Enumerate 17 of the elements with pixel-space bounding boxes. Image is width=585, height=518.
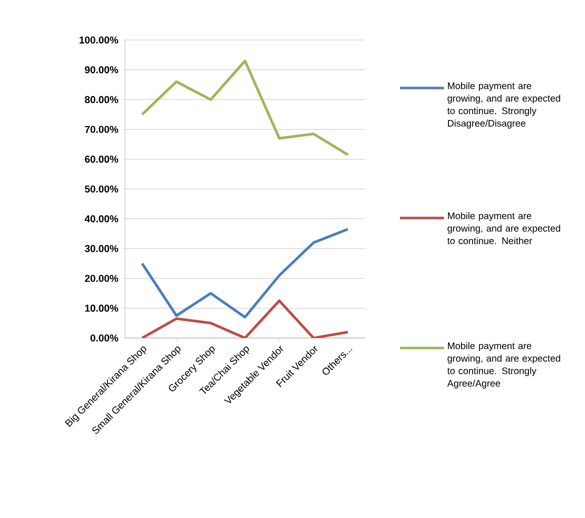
y-tick-label: 90.00% xyxy=(84,66,118,74)
y-tick-label: 60.00% xyxy=(84,156,118,163)
line-series xyxy=(140,60,350,156)
line-series xyxy=(140,228,350,318)
y-tick-label: 50.00% xyxy=(84,185,118,193)
line-series xyxy=(140,299,350,338)
y-tick-label: 0.00% xyxy=(90,334,118,342)
y-tick-label: 70.00% xyxy=(84,126,118,133)
y-tick-label: 100.00% xyxy=(80,36,118,44)
y-tick-label: 10.00% xyxy=(85,304,118,312)
legend-label: Mobile payment are growing, and are expected to continue. Neither xyxy=(447,212,560,244)
y-tick-label: 20.00% xyxy=(84,274,118,282)
y-tick-label: 40.00% xyxy=(84,215,118,222)
legend-label: Mobile payment are growing, and are expected to continue. Strongly Disagree/Disagree xyxy=(447,82,560,129)
y-tick-label: 80.00% xyxy=(84,96,118,104)
y-tick-label: 30.00% xyxy=(84,245,118,252)
legend-label: Mobile payment are growing, and are expected to continue. Strongly Agree/Agree xyxy=(447,342,560,389)
